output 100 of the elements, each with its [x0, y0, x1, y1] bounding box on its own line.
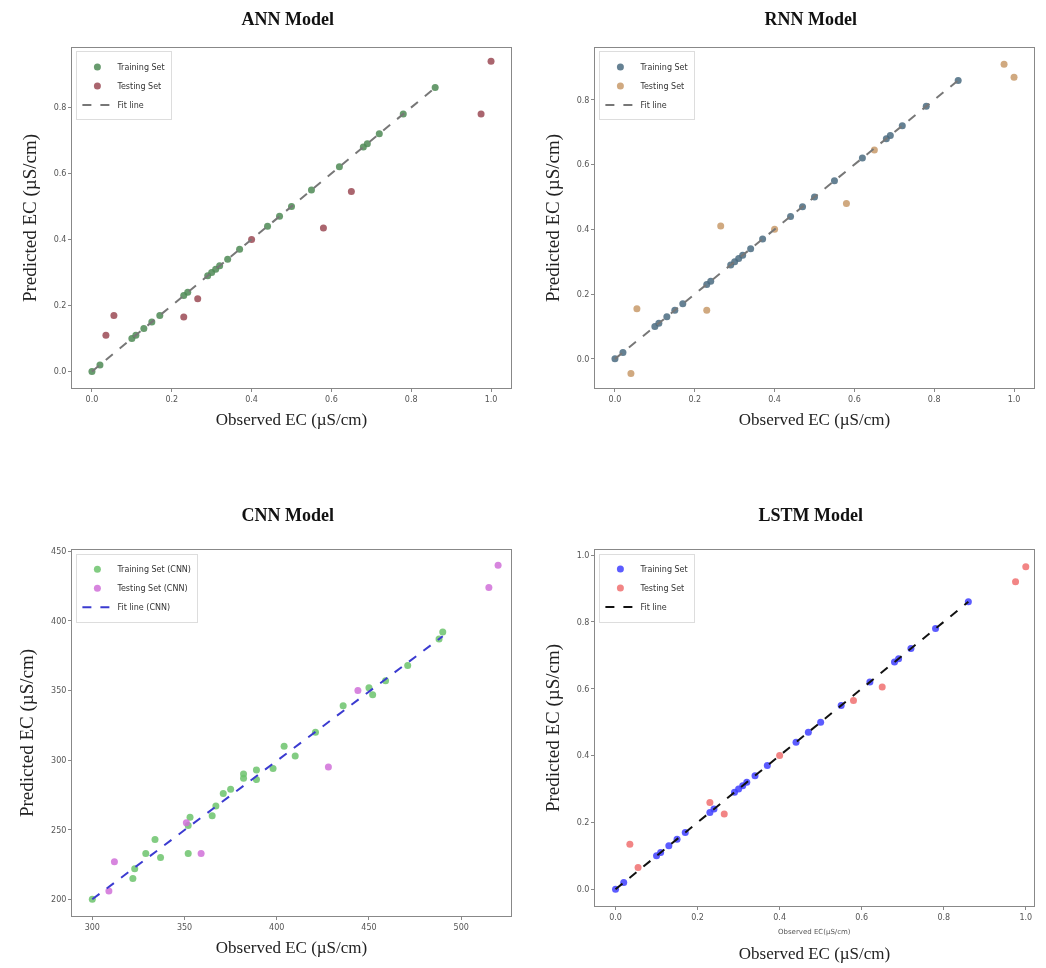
- y-tick-label: 0.8: [576, 617, 590, 627]
- point: [186, 813, 194, 821]
- point: [477, 110, 485, 118]
- x-tick-label: 0.0: [609, 912, 622, 922]
- legend-label: Fit line: [640, 101, 667, 111]
- x-tick-label: 450: [361, 922, 377, 932]
- legend-label: Fit line: [117, 101, 144, 111]
- y-tick-label: 0.4: [53, 235, 67, 245]
- point: [236, 245, 244, 253]
- x-tick-label: 0.8: [404, 394, 418, 404]
- point: [219, 790, 227, 798]
- point: [131, 865, 139, 873]
- legend-label: Training Set: [116, 63, 165, 73]
- y-tick-label: 350: [51, 686, 67, 696]
- point: [886, 131, 894, 139]
- y-axis-title: Predicted EC (µS/cm): [15, 648, 38, 818]
- point: [849, 696, 857, 704]
- point: [324, 763, 332, 771]
- x-tick-label: 300: [84, 922, 100, 932]
- x-axis-title: Observed EC (µS/cm): [215, 938, 368, 957]
- point: [291, 752, 299, 760]
- x-tick-label: 1.0: [1019, 912, 1033, 922]
- y-tick-label: 0.2: [576, 289, 590, 299]
- point: [817, 718, 825, 726]
- x-tick-label: 0.0: [608, 394, 622, 404]
- point: [1010, 73, 1018, 81]
- legend-label: Fit line: [640, 603, 667, 613]
- y-tick-label: 0.0: [576, 885, 590, 895]
- legend-label: Testing Set: [639, 584, 685, 594]
- x-tick-label: 400: [269, 922, 285, 932]
- y-tick-label: 250: [51, 825, 67, 835]
- legend-label: Testing Set (CNN): [116, 584, 188, 594]
- point: [707, 277, 715, 285]
- point: [487, 57, 495, 65]
- y-tick-label: 300: [51, 755, 67, 765]
- point: [129, 874, 137, 882]
- point: [269, 764, 277, 772]
- x-tick-label: 1.0: [484, 394, 498, 404]
- point: [180, 313, 188, 321]
- y-axis-title: Predicted EC (µS/cm): [541, 133, 564, 303]
- point: [720, 810, 728, 818]
- x-axis-title: Observed EC (µS/cm): [738, 410, 891, 429]
- legend-label: Testing Set: [639, 82, 685, 92]
- point: [140, 325, 148, 333]
- point: [227, 785, 235, 793]
- point: [307, 186, 315, 194]
- point: [224, 255, 232, 263]
- point: [665, 842, 673, 850]
- point: [1022, 563, 1030, 571]
- x-tick-label: 0.4: [773, 912, 786, 922]
- point: [194, 295, 202, 303]
- point: [842, 199, 850, 207]
- y-tick-label: 0.2: [576, 818, 590, 828]
- point: [747, 245, 755, 253]
- point: [157, 854, 165, 862]
- y-tick-label: 0.2: [53, 301, 67, 311]
- point: [208, 812, 216, 820]
- point: [633, 305, 641, 313]
- point: [663, 313, 671, 321]
- point: [1012, 578, 1020, 586]
- x-tick-label: 0.6: [848, 394, 861, 404]
- point: [804, 728, 812, 736]
- point: [369, 691, 377, 699]
- chart-title: ANN Model: [241, 8, 334, 29]
- point: [679, 300, 687, 308]
- point: [706, 798, 714, 806]
- chart-title: LSTM Model: [758, 504, 863, 525]
- x-tick-label: 0.6: [325, 394, 338, 404]
- x-tick-label: 0.2: [691, 912, 704, 922]
- y-tick-label: 0.4: [576, 225, 590, 235]
- point: [627, 369, 635, 377]
- point: [184, 288, 192, 296]
- point: [347, 188, 355, 196]
- y-axis-title: Predicted EC (µS/cm): [541, 643, 564, 813]
- y-tick-label: 200: [51, 895, 67, 905]
- chart-title: CNN Model: [241, 504, 334, 525]
- point: [142, 849, 150, 857]
- point: [375, 130, 383, 138]
- point: [439, 628, 447, 636]
- x-axis-title: Observed EC (µS/cm): [738, 944, 891, 963]
- y-tick-label: 0.6: [576, 684, 590, 694]
- point: [626, 840, 634, 848]
- point: [717, 222, 725, 230]
- x-tick-label: 0.4: [768, 394, 781, 404]
- point: [252, 766, 260, 774]
- point: [776, 752, 784, 760]
- point: [494, 561, 502, 569]
- x-tick-label: 0.8: [937, 912, 951, 922]
- y-tick-label: 0.6: [576, 160, 590, 170]
- point: [184, 849, 192, 857]
- x-tick-label: 0.2: [688, 394, 702, 404]
- point: [620, 879, 628, 887]
- x-tick-label: 0.0: [85, 394, 99, 404]
- x-tick-label: 0.4: [245, 394, 258, 404]
- point: [280, 742, 288, 750]
- point: [830, 177, 838, 185]
- point: [96, 361, 104, 369]
- point: [102, 331, 110, 339]
- point: [335, 163, 343, 171]
- y-tick-label: 0.8: [576, 95, 590, 105]
